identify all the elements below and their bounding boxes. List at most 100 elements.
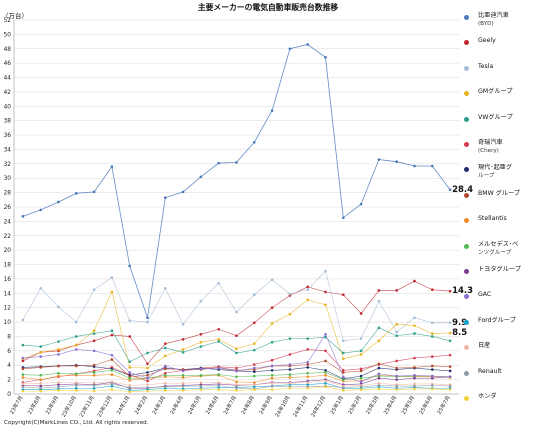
data-point <box>57 348 60 351</box>
data-point <box>146 389 149 393</box>
data-point <box>342 357 345 361</box>
data-point <box>306 383 310 386</box>
legend-label: メルセデス･ベ ンツグループ <box>478 241 536 257</box>
legend-name: 現代･起亜グ <box>478 164 513 172</box>
data-point <box>146 386 149 389</box>
data-point <box>377 339 381 343</box>
data-point <box>21 373 25 376</box>
data-point <box>288 381 292 385</box>
data-point <box>164 381 167 385</box>
data-point <box>199 367 203 371</box>
data-point <box>395 359 399 363</box>
y-tick-label: 4 <box>7 363 11 369</box>
series-line <box>22 270 451 342</box>
data-point <box>270 384 274 388</box>
x-tick-label: 23年8月 <box>25 394 42 416</box>
y-tick-label: 2 <box>7 378 11 384</box>
data-point <box>270 322 274 325</box>
data-point <box>235 386 238 390</box>
data-point <box>181 338 185 341</box>
data-point <box>270 278 274 281</box>
data-point <box>110 380 114 384</box>
data-point <box>253 366 256 370</box>
data-point <box>164 342 167 345</box>
data-point <box>75 364 78 368</box>
data-point <box>110 353 114 357</box>
data-point <box>128 376 131 380</box>
x-tick-label: 24年1月 <box>114 394 131 416</box>
series-3 <box>21 290 452 370</box>
data-point <box>377 289 381 292</box>
data-point <box>431 321 434 325</box>
y-tick-label: 38 <box>4 119 12 125</box>
data-point <box>57 364 60 368</box>
y-tick-label: 20 <box>4 248 12 254</box>
data-point <box>39 345 42 348</box>
x-tick-label: 25年2月 <box>346 394 363 416</box>
data-point <box>21 382 25 386</box>
data-point <box>39 355 42 358</box>
data-point <box>270 388 274 391</box>
data-point <box>431 387 434 391</box>
data-point <box>92 371 96 374</box>
x-tick-label: 24年8月 <box>239 394 256 416</box>
data-point <box>181 376 185 379</box>
data-point <box>92 363 96 367</box>
data-point <box>270 340 274 344</box>
data-point <box>413 356 416 360</box>
data-point <box>217 384 220 387</box>
data-point <box>235 389 238 392</box>
legend-marker <box>464 116 469 122</box>
data-point <box>39 389 42 393</box>
data-point <box>377 326 381 330</box>
data-point <box>146 366 149 370</box>
y-tick-label: 44 <box>4 76 12 82</box>
data-point <box>359 349 363 353</box>
x-tick-label: 24年4月 <box>168 394 185 416</box>
x-tick-label: 23年11月 <box>77 394 96 418</box>
data-point <box>92 339 96 343</box>
data-point <box>324 359 327 363</box>
data-point <box>146 374 149 377</box>
data-point <box>57 353 60 356</box>
y-tick-label: 26 <box>4 205 12 211</box>
legend-label: Geely <box>478 37 536 45</box>
data-point <box>253 370 256 374</box>
data-point <box>146 376 149 380</box>
data-point <box>75 384 78 387</box>
legend-name: Tesla <box>478 62 494 70</box>
data-point <box>448 375 452 379</box>
data-point <box>288 368 292 371</box>
data-point <box>377 366 381 370</box>
data-point <box>181 381 185 385</box>
data-point <box>217 373 220 376</box>
data-point <box>413 332 416 335</box>
data-point <box>110 384 114 388</box>
data-point <box>57 389 60 392</box>
data-point <box>146 362 149 366</box>
data-label-layer: 28.4 14.3 9.98.5 <box>452 185 473 338</box>
data-point <box>39 378 42 381</box>
data-point <box>306 371 310 375</box>
data-point <box>342 389 345 392</box>
data-point <box>199 384 203 388</box>
legend-marker <box>464 370 469 376</box>
data-point <box>270 374 274 377</box>
data-point <box>57 374 60 378</box>
legend-subname: (BYD) <box>478 21 494 27</box>
legend-marker <box>464 192 469 198</box>
data-point <box>39 384 42 388</box>
data-point <box>110 290 114 294</box>
data-label: 8.5 <box>452 328 467 338</box>
data-point <box>270 358 274 362</box>
data-point <box>181 348 185 351</box>
legend-label: ホンダ <box>478 393 536 401</box>
y-tick-label: 24 <box>4 219 12 225</box>
data-point <box>235 347 238 350</box>
data-point <box>413 366 416 369</box>
legend-marker <box>464 345 469 351</box>
legend-marker <box>464 269 469 274</box>
data-point <box>306 285 310 289</box>
legend-label: GAC <box>478 291 536 299</box>
data-point <box>288 292 292 296</box>
